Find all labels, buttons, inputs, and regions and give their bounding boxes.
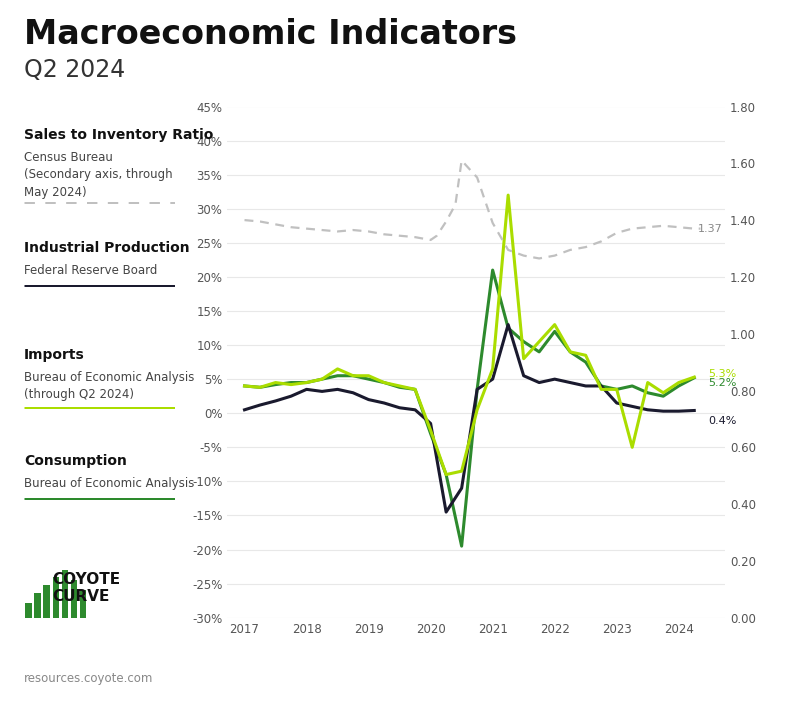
Text: Q2 2024: Q2 2024 [24,58,125,82]
Text: Federal Reserve Board: Federal Reserve Board [24,264,157,277]
Bar [44,585,50,618]
Text: resources.coyote.com: resources.coyote.com [24,672,153,685]
Bar [34,593,41,618]
Bar [61,570,68,618]
Text: Bureau of Economic Analysis
(through Q2 2024): Bureau of Economic Analysis (through Q2 … [24,371,194,401]
Text: Bureau of Economic Analysis: Bureau of Economic Analysis [24,477,194,490]
Text: 5.3%: 5.3% [709,368,736,378]
Bar [80,590,86,618]
Text: Consumption: Consumption [24,454,127,469]
Text: Macroeconomic Indicators: Macroeconomic Indicators [24,18,517,50]
Text: 1.37: 1.37 [697,224,722,234]
Bar [71,580,77,618]
Text: Sales to Inventory Ratio: Sales to Inventory Ratio [24,128,214,142]
Text: Imports: Imports [24,348,84,362]
Text: Industrial Production: Industrial Production [24,241,190,256]
Text: 0.4%: 0.4% [709,416,737,426]
Text: Census Bureau
(Secondary axis, through
May 2024): Census Bureau (Secondary axis, through M… [24,151,172,199]
Bar [26,603,32,618]
Bar [53,577,59,618]
Text: 5.2%: 5.2% [709,378,737,388]
Text: COYOTE
CURVE: COYOTE CURVE [52,572,120,604]
